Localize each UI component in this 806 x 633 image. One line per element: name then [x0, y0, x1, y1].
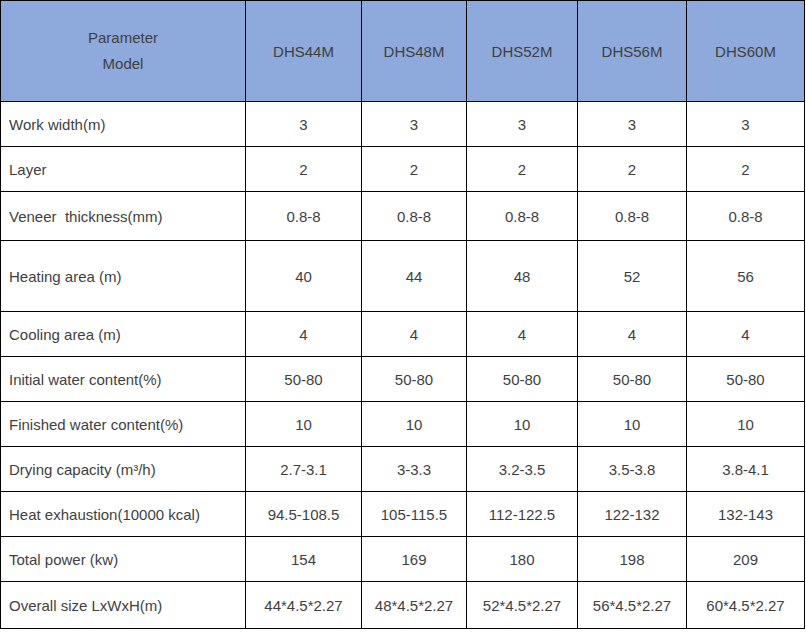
row-label-cell: Cooling area (m) — [1, 312, 246, 357]
value-cell: 3-3.3 — [362, 447, 467, 492]
table-row: Work width(m)33333 — [1, 102, 805, 147]
model-header-cell: DHS56M — [578, 1, 687, 102]
value-cell: 3 — [246, 102, 362, 147]
value-cell: 10 — [246, 402, 362, 447]
value-cell: 0.8-8 — [687, 192, 805, 241]
value-cell: 44 — [362, 241, 467, 312]
value-cell: 10 — [578, 402, 687, 447]
model-header-cell: DHS48M — [362, 1, 467, 102]
param-model-header-cell: Parameter Model — [1, 1, 246, 102]
row-label-cell: Heating area (m) — [1, 241, 246, 312]
param-header-label: Parameter — [2, 27, 244, 49]
value-cell: 3 — [687, 102, 805, 147]
row-label-cell: Work width(m) — [1, 102, 246, 147]
value-cell: 132-143 — [687, 492, 805, 537]
table-row: Heating area (m)4044485256 — [1, 241, 805, 312]
value-cell: 112-122.5 — [467, 492, 578, 537]
value-cell: 0.8-8 — [467, 192, 578, 241]
value-cell: 4 — [578, 312, 687, 357]
value-cell: 94.5-108.5 — [246, 492, 362, 537]
value-cell: 3.8-4.1 — [687, 447, 805, 492]
value-cell: 10 — [687, 402, 805, 447]
spec-table: Parameter Model DHS44MDHS48MDHS52MDHS56M… — [0, 0, 805, 629]
value-cell: 2 — [246, 147, 362, 192]
value-cell: 4 — [687, 312, 805, 357]
table-row: Total power (kw)154169180198209 — [1, 537, 805, 582]
value-cell: 4 — [246, 312, 362, 357]
value-cell: 2 — [467, 147, 578, 192]
value-cell: 180 — [467, 537, 578, 582]
model-header-label: Model — [2, 53, 244, 75]
row-label-cell: Total power (kw) — [1, 537, 246, 582]
value-cell: 44*4.5*2.27 — [246, 582, 362, 629]
value-cell: 3 — [467, 102, 578, 147]
value-cell: 2 — [578, 147, 687, 192]
value-cell: 48*4.5*2.27 — [362, 582, 467, 629]
table-row: Veneer thickness(mm)0.8-80.8-80.8-80.8-8… — [1, 192, 805, 241]
model-header-cell: DHS60M — [687, 1, 805, 102]
value-cell: 48 — [467, 241, 578, 312]
table-row: Finished water content(%)1010101010 — [1, 402, 805, 447]
value-cell: 50-80 — [687, 357, 805, 402]
value-cell: 209 — [687, 537, 805, 582]
value-cell: 2.7-3.1 — [246, 447, 362, 492]
value-cell: 3.5-3.8 — [578, 447, 687, 492]
row-label-cell: Finished water content(%) — [1, 402, 246, 447]
value-cell: 50-80 — [246, 357, 362, 402]
value-cell: 2 — [362, 147, 467, 192]
value-cell: 2 — [687, 147, 805, 192]
value-cell: 105-115.5 — [362, 492, 467, 537]
value-cell: 50-80 — [362, 357, 467, 402]
value-cell: 50-80 — [467, 357, 578, 402]
table-body: Work width(m)33333Layer22222Veneer thick… — [1, 102, 805, 629]
value-cell: 198 — [578, 537, 687, 582]
value-cell: 52 — [578, 241, 687, 312]
row-label-cell: Layer — [1, 147, 246, 192]
model-header-cell: DHS44M — [246, 1, 362, 102]
row-label-cell: Drying capacity (m³/h) — [1, 447, 246, 492]
header-row: Parameter Model DHS44MDHS48MDHS52MDHS56M… — [1, 1, 805, 102]
table-row: Cooling area (m)44444 — [1, 312, 805, 357]
value-cell: 3 — [578, 102, 687, 147]
model-header-cell: DHS52M — [467, 1, 578, 102]
table-row: Drying capacity (m³/h)2.7-3.13-3.33.2-3.… — [1, 447, 805, 492]
spec-table-container: Parameter Model DHS44MDHS48MDHS52MDHS56M… — [0, 0, 806, 629]
value-cell: 52*4.5*2.27 — [467, 582, 578, 629]
row-label-cell: Overall size LxWxH(m) — [1, 582, 246, 629]
value-cell: 10 — [362, 402, 467, 447]
value-cell: 3 — [362, 102, 467, 147]
value-cell: 0.8-8 — [246, 192, 362, 241]
row-label-cell: Veneer thickness(mm) — [1, 192, 246, 241]
row-label-cell: Initial water content(%) — [1, 357, 246, 402]
value-cell: 122-132 — [578, 492, 687, 537]
value-cell: 50-80 — [578, 357, 687, 402]
value-cell: 0.8-8 — [362, 192, 467, 241]
value-cell: 4 — [362, 312, 467, 357]
value-cell: 56*4.5*2.27 — [578, 582, 687, 629]
value-cell: 40 — [246, 241, 362, 312]
table-row: Initial water content(%)50-8050-8050-805… — [1, 357, 805, 402]
value-cell: 169 — [362, 537, 467, 582]
value-cell: 3.2-3.5 — [467, 447, 578, 492]
value-cell: 60*4.5*2.27 — [687, 582, 805, 629]
value-cell: 4 — [467, 312, 578, 357]
table-row: Layer22222 — [1, 147, 805, 192]
value-cell: 0.8-8 — [578, 192, 687, 241]
row-label-cell: Heat exhaustion(10000 kcal) — [1, 492, 246, 537]
value-cell: 10 — [467, 402, 578, 447]
value-cell: 154 — [246, 537, 362, 582]
table-row: Heat exhaustion(10000 kcal)94.5-108.5105… — [1, 492, 805, 537]
table-row: Overall size LxWxH(m)44*4.5*2.2748*4.5*2… — [1, 582, 805, 629]
value-cell: 56 — [687, 241, 805, 312]
